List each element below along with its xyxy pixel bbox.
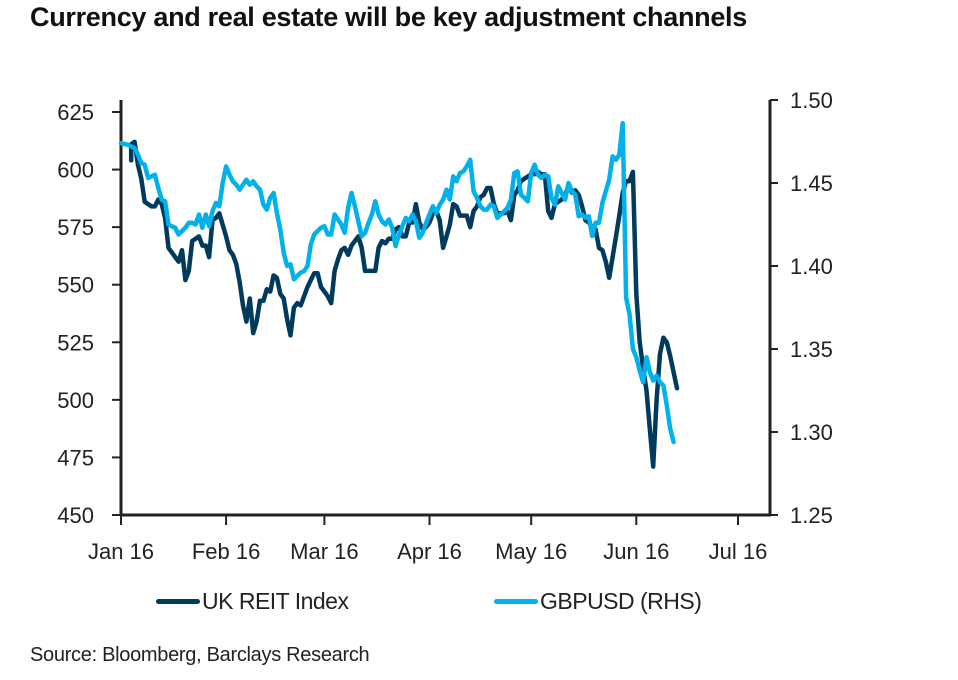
legend: UK REIT Index GBPUSD (RHS) [0,588,958,624]
right-y-tick-label: 1.40 [790,254,833,279]
chart-title: Currency and real estate will be key adj… [30,2,747,32]
right-y-tick-label: 1.30 [790,420,833,445]
right-y-axis-ticks: 1.25 1.30 1.35 1.40 1.45 1.50 [770,88,833,528]
series-line-gbpusd [118,120,676,445]
left-y-tick-label: 500 [57,388,94,413]
legend-swatch-gbpusd [494,599,538,604]
left-y-tick-label: 525 [57,330,94,355]
x-tick-label: May 16 [495,539,567,564]
x-tick-label: Jun 16 [603,539,669,564]
x-tick-label: Jan 16 [88,539,154,564]
left-y-axis-ticks: 450 475 500 525 550 575 600 625 [57,100,121,528]
right-y-tick-label: 1.50 [790,88,833,113]
series-lines [118,120,680,469]
legend-label-uk-reit: UK REIT Index [202,588,349,614]
legend-item-gbpusd: GBPUSD (RHS) [494,588,702,615]
left-y-tick-label: 550 [57,273,94,298]
chart-plot: Jan 16 Feb 16 Mar 16 Apr 16 May 16 Jun 16 Jul … [57,88,833,564]
left-y-tick-label: 450 [57,503,94,528]
left-y-tick-label: 625 [57,100,94,125]
source-note: Source: Bloomberg, Barclays Research [30,644,370,666]
axes [119,100,772,517]
series-line-uk-reit-index [128,139,680,469]
x-axis-ticks: Jan 16 Feb 16 Mar 16 Apr 16 May 16 Jun 16 Jul … [88,515,767,564]
legend-label-gbpusd: GBPUSD (RHS) [540,588,702,614]
x-tick-label: Jul 16 [709,539,768,564]
left-y-tick-label: 475 [57,445,94,470]
left-y-tick-label: 600 [57,158,94,183]
x-tick-label: Feb 16 [192,539,261,564]
x-tick-label: Apr 16 [397,539,462,564]
left-y-tick-label: 575 [57,215,94,240]
right-y-tick-label: 1.45 [790,171,833,196]
right-y-tick-label: 1.35 [790,337,833,362]
x-tick-label: Mar 16 [290,539,358,564]
right-y-tick-label: 1.25 [790,503,833,528]
legend-swatch-uk-reit [156,599,200,604]
legend-item-uk-reit: UK REIT Index [156,588,349,615]
